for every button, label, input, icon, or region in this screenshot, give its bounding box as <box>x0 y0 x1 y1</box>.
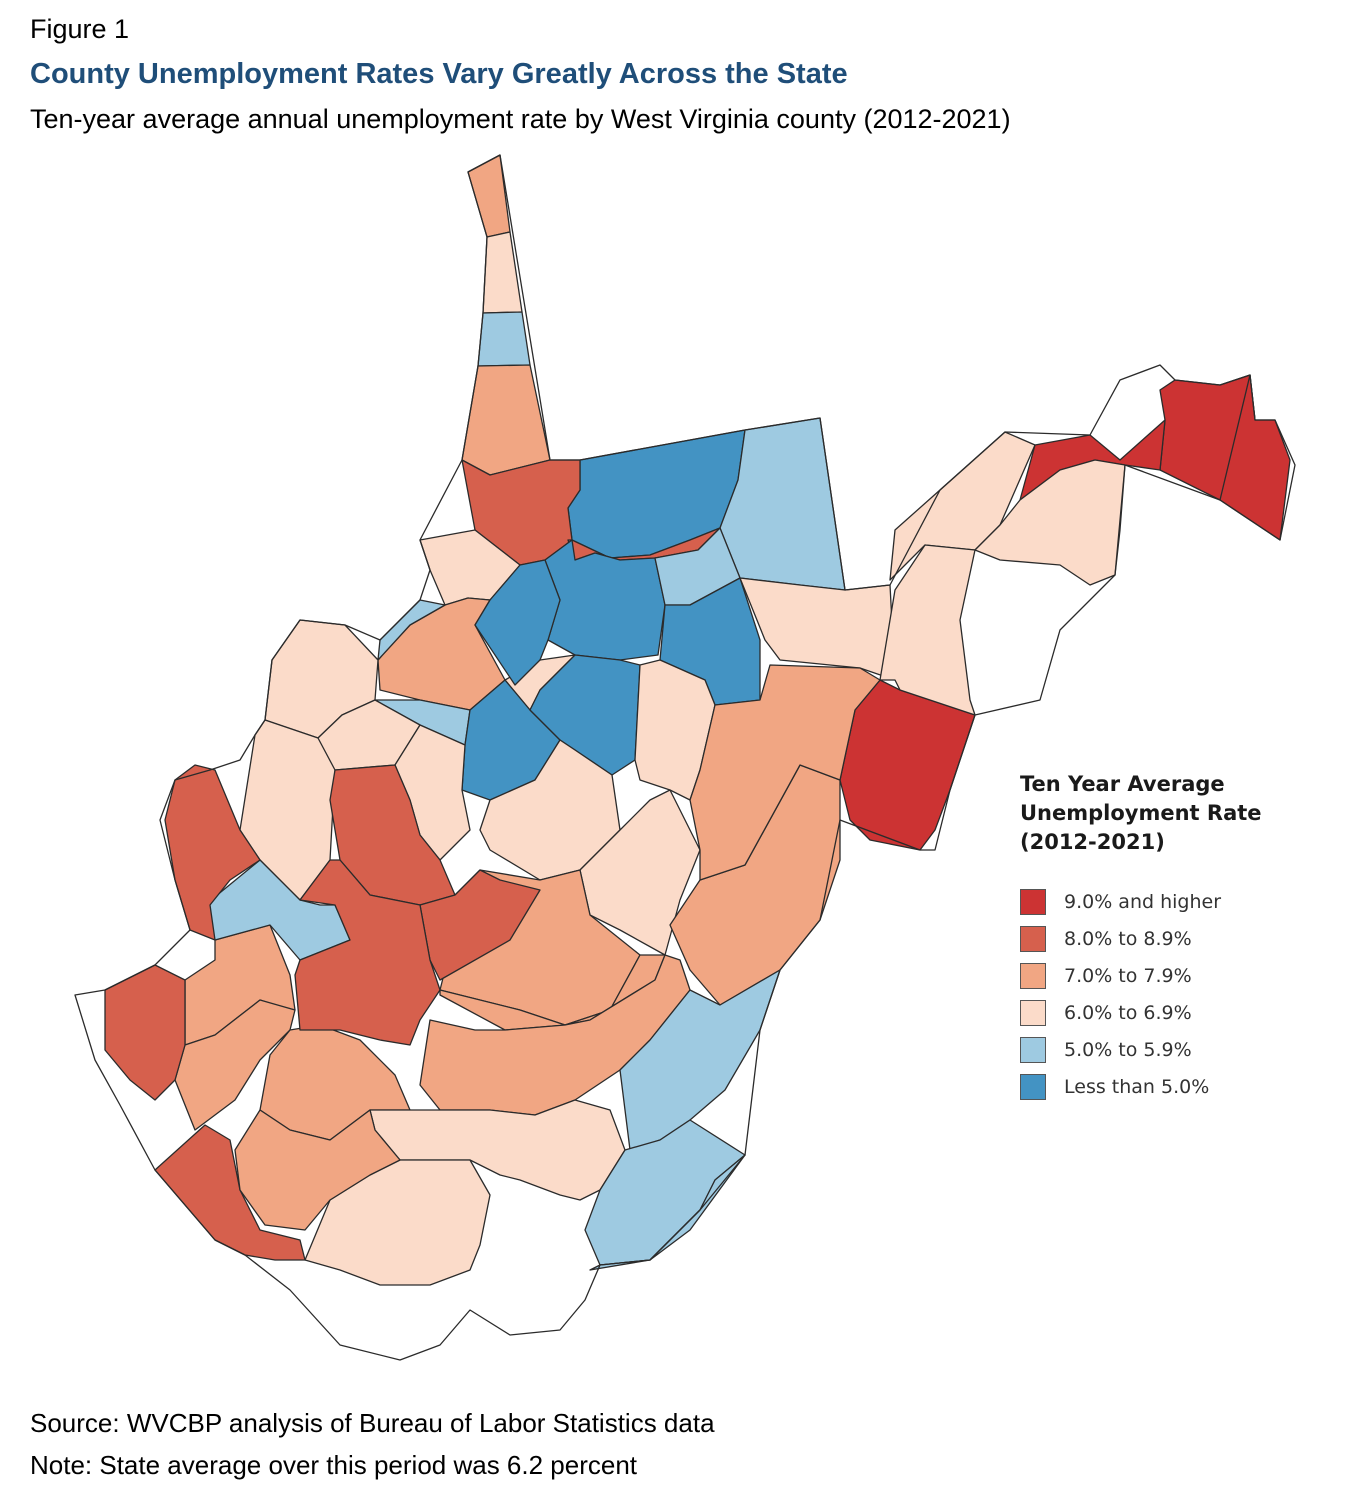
county-lewis <box>474 559 561 686</box>
county-grant <box>879 544 976 716</box>
legend-title-line: Ten Year Average <box>1020 772 1225 796</box>
state-outline <box>74 154 1296 1361</box>
county-upshur <box>529 654 641 776</box>
legend-item: 9.0% and higher <box>1020 883 1262 920</box>
county-braxton <box>479 739 621 881</box>
legend-item: 5.0% to 5.9% <box>1020 1031 1262 1068</box>
legend-swatch <box>1020 925 1046 952</box>
legend-swatch <box>1020 999 1046 1026</box>
county-wayne <box>174 999 296 1131</box>
legend-swatch <box>1020 1036 1046 1063</box>
chart-title: County Unemployment Rates Vary Greatly A… <box>30 58 848 90</box>
footnote: Note: State average over this period was… <box>30 1450 638 1480</box>
county-wyoming <box>234 1109 401 1231</box>
county-hardy <box>839 679 976 851</box>
legend-title-line: Unemployment Rate <box>1020 801 1262 825</box>
county-harrison <box>544 539 666 661</box>
legend-item: 8.0% to 8.9% <box>1020 920 1262 957</box>
source-note: Source: WVCBP analysis of Bureau of Labo… <box>30 1408 715 1438</box>
legend-label: 6.0% to 6.9% <box>1064 1001 1192 1024</box>
county-brooke <box>482 231 523 314</box>
county-fayette <box>419 869 541 981</box>
legend-item: Less than 5.0% <box>1020 1068 1262 1105</box>
legend-swatch <box>1020 888 1046 915</box>
county-cabell <box>104 964 186 1101</box>
county-pendleton <box>689 664 881 881</box>
county-kanawha <box>294 859 441 1046</box>
legend-swatch <box>1020 962 1046 989</box>
legend-swatch <box>1020 1073 1046 1100</box>
county-hancock <box>467 154 511 238</box>
legend-title: Ten Year Average Unemployment Rate (2012… <box>1020 770 1262 857</box>
chart-subtitle: Ten-year average annual unemployment rat… <box>30 104 1011 134</box>
figure-label: Figure 1 <box>30 14 130 44</box>
legend-item: 7.0% to 7.9% <box>1020 957 1262 994</box>
legend-title-line: (2012-2021) <box>1020 830 1165 854</box>
county-tucker <box>739 577 896 681</box>
legend-label: 8.0% to 8.9% <box>1064 927 1192 950</box>
county-ohio <box>477 311 531 367</box>
county-webster <box>579 789 701 956</box>
legend-label: 9.0% and higher <box>1064 890 1222 913</box>
legend-item: 6.0% to 6.9% <box>1020 994 1262 1031</box>
legend-label: 7.0% to 7.9% <box>1064 964 1192 987</box>
map-legend: Ten Year Average Unemployment Rate (2012… <box>1020 770 1262 1105</box>
legend-label: Less than 5.0% <box>1064 1075 1210 1098</box>
legend-label: 5.0% to 5.9% <box>1064 1038 1192 1061</box>
